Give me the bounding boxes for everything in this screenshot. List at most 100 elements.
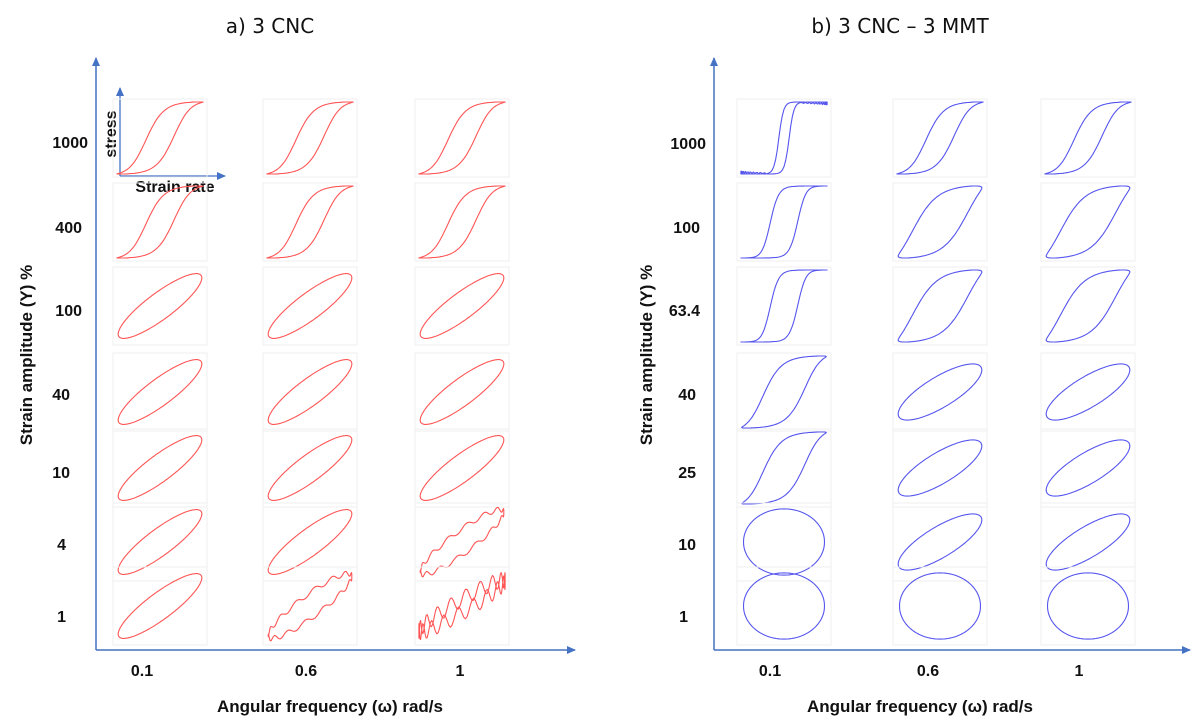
- panel-a-cell-frame: [414, 566, 510, 646]
- panel-a-loop-tilted-ellipse: [267, 359, 353, 425]
- panel-b-y-tick: 10: [678, 537, 696, 554]
- panel-a-y-tick: 100: [55, 303, 82, 320]
- panel-a-loop-tilted-ellipse: [267, 509, 353, 575]
- panel-b-y-tick: 40: [678, 387, 696, 404]
- panel-a-title: a) 3 CNC: [226, 14, 314, 38]
- panel-b-cell-frame: [1040, 266, 1136, 346]
- panel-a-loop-sigmoid-hysteresis: [266, 101, 354, 175]
- panel-b-loop-ellipse: [897, 439, 983, 497]
- panel-a-y-tick: 4: [57, 537, 66, 554]
- panel-a-loop-sigmoid-hysteresis: [418, 101, 506, 175]
- panel-a-y-tick: 10: [52, 465, 70, 482]
- panel-a-cell-frame: [262, 182, 358, 262]
- panel-a: a) 3 CNC Strain amplitude (Υ) % Angular …: [17, 14, 576, 716]
- panel-a-loop-tilted-ellipse: [267, 435, 353, 501]
- panel-a-cell-frame: [112, 266, 208, 346]
- panel-a-x-tick: 0.6: [295, 663, 317, 680]
- panel-a-loop-tilted-ellipse: [117, 435, 203, 501]
- panel-b-loop-circle: [742, 508, 826, 576]
- panel-b-cell-frame: [1040, 182, 1136, 262]
- panel-b-x-axis-label: Angular frequency (ω) rad/s: [807, 697, 1033, 716]
- panel-a-loop-sigmoid-hysteresis: [418, 185, 506, 259]
- panel-b-y-tick: 25: [678, 465, 696, 482]
- panel-b-cell-frame: [736, 182, 832, 262]
- panel-a-loop-tilted-ellipse: [117, 509, 203, 575]
- panel-a-y-tick: 400: [55, 220, 82, 237]
- panel-b-loop-parallelogram: [741, 355, 827, 429]
- panel-b-title: b) 3 CNC – 3 MMT: [811, 14, 989, 38]
- panel-a-cell-frame: [262, 502, 358, 582]
- panel-a-y-tick: 1: [57, 609, 66, 626]
- panel-b-cell-frame: [736, 352, 832, 432]
- panel-a-loop-noisy-ellipse: [419, 506, 505, 578]
- panel-a-loop-tilted-ellipse: [267, 273, 353, 339]
- panel-b-loop-sigmoid-hysteresis: [896, 101, 984, 175]
- panel-b-loop-rectangular-hysteresis: [740, 185, 828, 259]
- panel-a-x-tick: 1: [456, 663, 465, 680]
- panel-b-cell-frame: [892, 182, 988, 262]
- panel-a-cells: [112, 98, 510, 646]
- panel-b-loop-parallelogram: [741, 431, 827, 505]
- panel-b-cell-frame: [736, 502, 832, 582]
- panel-a-loop-tilted-ellipse: [419, 359, 505, 425]
- panel-a-cell-frame: [262, 266, 358, 346]
- panel-a-cell-frame: [414, 266, 510, 346]
- panel-b-loop-rounded-parallelogram: [1045, 185, 1131, 259]
- panel-a-cell-frame: [112, 98, 208, 178]
- panel-b-loop-ellipse: [897, 363, 983, 421]
- panel-b-cell-frame: [736, 266, 832, 346]
- panel-b: b) 3 CNC – 3 MMT Strain amplitude (Υ) % …: [637, 14, 1191, 716]
- panel-b-cell-frame: [1040, 428, 1136, 508]
- panel-a-cell-frame: [414, 182, 510, 262]
- panel-b-loop-rounded-parallelogram: [1045, 269, 1131, 343]
- panel-a-loop-tilted-ellipse: [117, 359, 203, 425]
- panel-a-y-tick: 40: [52, 387, 70, 404]
- panel-a-x-axis-label: Angular frequency (ω) rad/s: [217, 697, 443, 716]
- panel-a-y-tick: 1000: [52, 135, 88, 152]
- panel-a-cell-frame: [112, 502, 208, 582]
- panel-b-loop-circle: [1046, 572, 1130, 640]
- panel-a-cell-frame: [112, 182, 208, 262]
- panel-a-cell-frame: [414, 98, 510, 178]
- panel-b-cell-frame: [736, 98, 832, 178]
- panel-b-loop-step-hysteresis: [740, 101, 828, 175]
- panel-b-loop-rounded-parallelogram: [897, 269, 983, 343]
- panel-b-y-axis-label: Strain amplitude (Υ) %: [637, 265, 656, 445]
- panel-a-cell-frame: [414, 352, 510, 432]
- panel-a-loop-tilted-ellipse: [117, 573, 203, 639]
- panel-a-loop-sigmoid-hysteresis: [116, 185, 204, 259]
- panel-b-cell-frame: [892, 352, 988, 432]
- panel-b-cell-frame: [892, 566, 988, 646]
- panel-b-x-tick: 0.6: [917, 663, 939, 680]
- panel-a-cell-frame: [112, 352, 208, 432]
- panel-a-cell-frame: [262, 428, 358, 508]
- panel-b-loop-sigmoid-hysteresis: [1044, 101, 1132, 175]
- panel-a-loop-tilted-ellipse: [419, 435, 505, 501]
- panel-a-loop-sigmoid-hysteresis: [116, 101, 204, 175]
- panel-b-x-tick: 1: [1075, 663, 1084, 680]
- panel-a-cell-frame: [112, 566, 208, 646]
- panel-b-loop-rectangular-hysteresis: [740, 269, 828, 343]
- panel-a-loop-oscillating-ellipse: [418, 571, 506, 641]
- panel-b-y-tick: 63.4: [669, 303, 700, 320]
- panel-b-loop-circle: [898, 572, 982, 640]
- panel-a-loop-noisy-ellipse: [267, 570, 353, 642]
- panel-b-cell-frame: [892, 502, 988, 582]
- panel-b-x-tick: 0.1: [759, 663, 781, 680]
- panel-a-cell-frame: [262, 566, 358, 646]
- panel-b-y-tick: 1000: [670, 136, 706, 153]
- panel-b-cells: [736, 98, 1136, 646]
- panel-a-loop-tilted-ellipse: [419, 273, 505, 339]
- panel-a-cell-frame: [262, 352, 358, 432]
- panel-b-cell-frame: [1040, 352, 1136, 432]
- panel-b-loop-circle: [742, 572, 826, 640]
- panel-b-cell-frame: [736, 428, 832, 508]
- panel-a-loop-tilted-ellipse: [117, 273, 203, 339]
- panel-a-x-tick: 0.1: [131, 663, 153, 680]
- panel-b-loop-rounded-parallelogram: [897, 185, 983, 259]
- panel-b-cell-frame: [892, 428, 988, 508]
- inset-y-label: stress: [103, 110, 120, 157]
- panel-a-loop-sigmoid-hysteresis: [266, 185, 354, 259]
- panel-b-cell-frame: [736, 566, 832, 646]
